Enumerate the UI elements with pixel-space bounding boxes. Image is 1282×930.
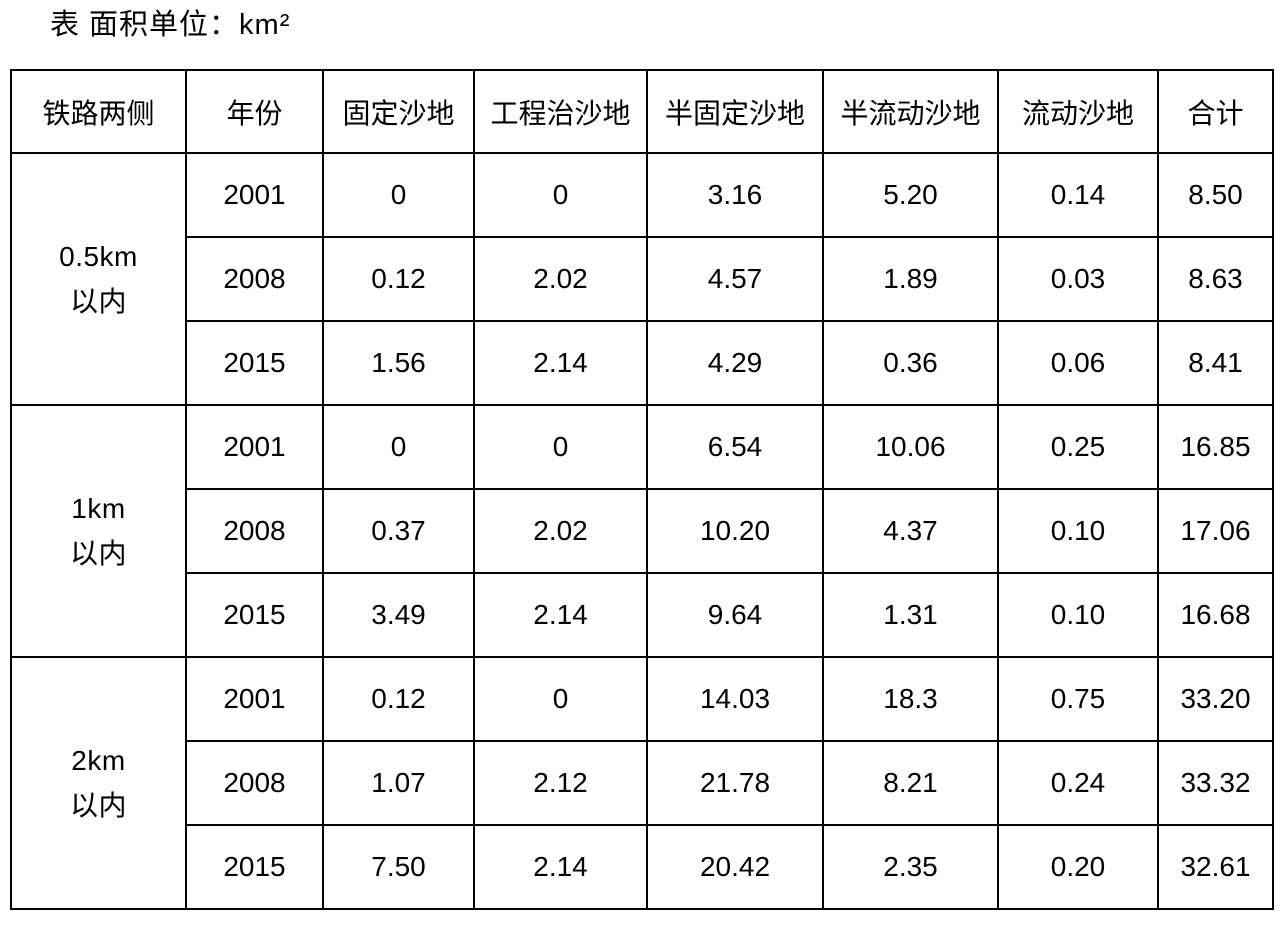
value-cell: 3.16 xyxy=(646,152,824,238)
value-cell: 10.20 xyxy=(646,488,824,574)
value-cell: 9.64 xyxy=(646,572,824,658)
zone-line: 以内 xyxy=(69,286,127,317)
value-cell: 7.50 xyxy=(322,824,475,910)
value-cell: 0 xyxy=(473,152,648,238)
value-cell: 6.54 xyxy=(646,404,824,490)
value-cell: 0.14 xyxy=(997,152,1159,238)
value-cell: 14.03 xyxy=(646,656,824,742)
column-header: 年份 xyxy=(185,69,324,154)
value-cell: 0.12 xyxy=(322,236,475,322)
value-cell: 0 xyxy=(322,152,475,238)
value-cell: 2.02 xyxy=(473,236,648,322)
value-cell: 1.89 xyxy=(822,236,999,322)
value-cell: 0.36 xyxy=(822,320,999,406)
value-cell: 4.29 xyxy=(646,320,824,406)
value-cell: 4.57 xyxy=(646,236,824,322)
value-cell: 17.06 xyxy=(1157,488,1274,574)
value-cell: 1.31 xyxy=(822,572,999,658)
column-header: 合计 xyxy=(1157,69,1274,154)
year-cell: 2015 xyxy=(185,572,324,658)
value-cell: 0 xyxy=(473,404,648,490)
year-cell: 2015 xyxy=(185,320,324,406)
value-cell: 1.07 xyxy=(322,740,475,826)
value-cell: 18.3 xyxy=(822,656,999,742)
value-cell: 4.37 xyxy=(822,488,999,574)
table-row: 2km 以内 2001 0.12 0 14.03 18.3 0.75 33.20 xyxy=(10,656,1274,910)
value-cell: 0 xyxy=(322,404,475,490)
value-cell: 8.21 xyxy=(822,740,999,826)
table-header-row: 铁路两侧 年份 固定沙地 工程治沙地 半固定沙地 半流动沙地 流动沙地 合计 xyxy=(10,69,1274,154)
value-cell: 0.12 xyxy=(322,656,475,742)
value-cell: 2.14 xyxy=(473,824,648,910)
sand-area-table: 铁路两侧 年份 固定沙地 工程治沙地 半固定沙地 半流动沙地 流动沙地 合计 0.5km 以内 2… xyxy=(10,69,1274,910)
table-row: 2008 1.07 2.12 21.78 8.21 0.24 33.32 xyxy=(11,740,1274,826)
value-cell: 2.12 xyxy=(473,740,648,826)
year-cell: 2001 xyxy=(185,152,324,238)
value-cell: 1.56 xyxy=(322,320,475,406)
value-cell: 3.49 xyxy=(322,572,475,658)
column-header: 工程治沙地 xyxy=(473,69,648,154)
year-cell: 2001 xyxy=(185,404,324,490)
value-cell: 0.24 xyxy=(997,740,1159,826)
value-cell: 5.20 xyxy=(822,152,999,238)
table-row: 1km 以内 2001 0 0 6.54 10.06 0.25 16.85 xyxy=(10,404,1274,658)
table-row: 2008 0.37 2.02 10.20 4.37 0.10 17.06 xyxy=(11,488,1274,574)
value-cell: 21.78 xyxy=(646,740,824,826)
table-row: 2008 0.12 2.02 4.57 1.89 0.03 8.63 xyxy=(11,236,1274,322)
value-cell: 8.63 xyxy=(1157,236,1274,322)
table-row: 2015 7.50 2.14 20.42 2.35 0.20 32.61 xyxy=(11,824,1274,910)
column-header: 流动沙地 xyxy=(997,69,1159,154)
column-header: 半流动沙地 xyxy=(822,69,999,154)
value-cell: 0.37 xyxy=(322,488,475,574)
value-cell: 0.10 xyxy=(997,488,1159,574)
column-header: 半固定沙地 xyxy=(646,69,824,154)
zone-line: 2km xyxy=(71,744,126,776)
value-cell: 8.50 xyxy=(1157,152,1274,238)
value-cell: 0 xyxy=(473,656,648,742)
value-cell: 0.25 xyxy=(997,404,1159,490)
zone-line: 以内 xyxy=(69,790,127,821)
column-header: 铁路两侧 xyxy=(10,69,187,154)
year-cell: 2008 xyxy=(185,740,324,826)
zone-cell: 0.5km 以内 xyxy=(10,152,187,406)
value-cell: 16.68 xyxy=(1157,572,1274,658)
value-cell: 0.06 xyxy=(997,320,1159,406)
value-cell: 2.02 xyxy=(473,488,648,574)
zone-line: 以内 xyxy=(69,538,127,569)
table-row: 2015 3.49 2.14 9.64 1.31 0.10 16.68 xyxy=(11,572,1274,658)
table-caption: 表 面积单位：km² xyxy=(50,9,291,41)
table-row: 0.5km 以内 2001 0 0 3.16 5.20 0.14 8.50 xyxy=(10,152,1274,406)
year-cell: 2008 xyxy=(185,236,324,322)
year-cell: 2015 xyxy=(185,824,324,910)
value-cell: 0.75 xyxy=(997,656,1159,742)
value-cell: 2.14 xyxy=(473,320,648,406)
year-cell: 2008 xyxy=(185,488,324,574)
year-cell: 2001 xyxy=(185,656,324,742)
value-cell: 2.35 xyxy=(822,824,999,910)
value-cell: 16.85 xyxy=(1157,404,1274,490)
zone-cell: 2km 以内 xyxy=(10,656,187,910)
value-cell: 10.06 xyxy=(822,404,999,490)
value-cell: 0.03 xyxy=(997,236,1159,322)
value-cell: 8.41 xyxy=(1157,320,1274,406)
value-cell: 33.32 xyxy=(1157,740,1274,826)
zone-line: 0.5km xyxy=(59,240,138,272)
value-cell: 33.20 xyxy=(1157,656,1274,742)
zone-cell: 1km 以内 xyxy=(10,404,187,658)
value-cell: 0.10 xyxy=(997,572,1159,658)
value-cell: 2.14 xyxy=(473,572,648,658)
value-cell: 32.61 xyxy=(1157,824,1274,910)
value-cell: 20.42 xyxy=(646,824,824,910)
column-header: 固定沙地 xyxy=(322,69,475,154)
zone-line: 1km xyxy=(71,492,126,524)
table-row: 2015 1.56 2.14 4.29 0.36 0.06 8.41 xyxy=(11,320,1274,406)
value-cell: 0.20 xyxy=(997,824,1159,910)
